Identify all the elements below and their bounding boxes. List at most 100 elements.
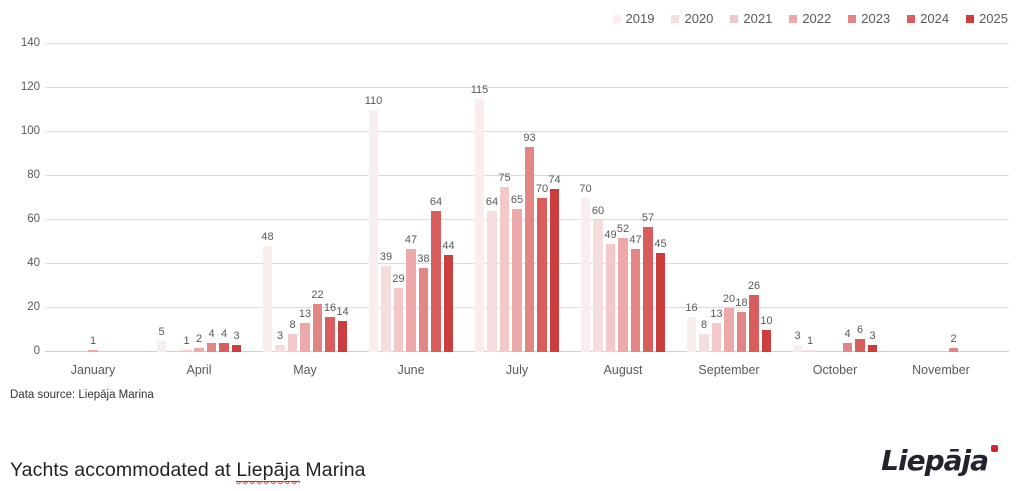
- x-axis-label-may: May: [293, 363, 317, 377]
- bar-slot-july-2024: 70: [536, 44, 548, 352]
- bar-group-august: 70 60 49 52 47 57 45: [570, 44, 676, 352]
- bar-june-2019: [368, 110, 379, 352]
- bar-slot-january-2025: [126, 44, 136, 352]
- bar-value-label: 38: [417, 253, 430, 266]
- x-axis-label-october: October: [812, 363, 858, 377]
- bar-value-label: 65: [510, 194, 524, 206]
- gridline-140: [45, 43, 1009, 44]
- bar-slot-april-2025: 3: [231, 44, 242, 352]
- chart-legend: 2019 2020 2021 2022 2023 2024 2025: [612, 11, 1008, 26]
- bar-april-2022: [194, 347, 204, 352]
- bar-slot-november-2025: [974, 44, 984, 352]
- chart-title-suffix: Marina: [299, 459, 366, 481]
- bar-value-label: 10: [760, 315, 773, 327]
- bar-value-label: 60: [591, 205, 605, 217]
- bar-june-2020: [381, 266, 391, 352]
- bar-value-label: 2: [195, 332, 203, 345]
- bar-value-label: 6: [856, 323, 864, 336]
- bar-value-label: 4: [844, 328, 851, 341]
- bar-slot-september-2019: 16: [685, 44, 698, 352]
- bar-june-2021: [393, 288, 404, 352]
- bar-slot-october-2022: [830, 44, 840, 352]
- bar-slot-january-2023: [101, 44, 111, 352]
- bar-slot-september-2025: 10: [760, 44, 773, 352]
- bar-slot-may-2023: 22: [311, 44, 324, 352]
- bar-september-2021: [711, 323, 722, 352]
- legend-item-2023: 2023: [848, 11, 890, 26]
- x-axis-label-july: July: [505, 363, 529, 377]
- legend-item-2021: 2021: [730, 11, 772, 26]
- liepaja-logo: Liepāja: [881, 444, 998, 477]
- bar-june-2025: [443, 255, 454, 352]
- y-axis-tick-0: 0: [33, 345, 40, 357]
- bar-september-2022: [724, 308, 734, 352]
- bar-slot-october-2024: 6: [855, 44, 865, 352]
- bar-slot-may-2021: 8: [287, 44, 298, 352]
- legend-label: 2024: [920, 11, 950, 26]
- chart-title: Yachts accommodated at Liepāja Marina: [10, 459, 366, 482]
- y-axis-tick-140: 140: [20, 37, 40, 49]
- x-axis-label-november: November: [912, 363, 970, 377]
- title-liepaja-link[interactable]: Liepāja: [236, 459, 300, 482]
- gridline-120: [45, 87, 1009, 88]
- bar-slot-october-2020: 1: [805, 44, 815, 352]
- bar-value-label: 3: [794, 330, 801, 343]
- bar-august-2020: [593, 220, 603, 352]
- bar-may-2021: [287, 334, 298, 352]
- bar-value-label: 49: [604, 229, 617, 242]
- bar-slot-july-2022: 65: [510, 44, 524, 352]
- bar-august-2023: [630, 248, 641, 352]
- x-axis-label-april: April: [186, 363, 212, 377]
- liepaja-logo-text: Liepāja: [881, 444, 989, 477]
- legend-swatch-icon: [730, 14, 739, 23]
- bar-group-september: 16 8 13 20 18 26 10: [676, 44, 782, 352]
- bar-value-label: 8: [289, 319, 296, 332]
- bar-value-label: 74: [548, 174, 561, 187]
- bar-value-label: 47: [404, 233, 418, 246]
- bar-value-label: 22: [311, 288, 324, 301]
- bar-april-2021: [181, 349, 192, 352]
- bar-slot-june-2023: 38: [417, 44, 430, 352]
- bar-value-label: 16: [323, 301, 337, 314]
- bar-slot-june-2021: 29: [392, 44, 405, 352]
- bar-may-2019: [262, 246, 273, 352]
- bar-slot-january-2020: [63, 44, 73, 352]
- bar-group-july: 115 64 75 65 93 70 74: [464, 44, 570, 352]
- bar-slot-july-2023: 93: [523, 44, 536, 352]
- bar-slot-november-2022: [936, 44, 946, 352]
- gridline-100: [45, 131, 1009, 132]
- bar-july-2024: [537, 198, 547, 352]
- bar-slot-august-2024: 57: [642, 44, 654, 352]
- bar-slot-august-2019: 70: [579, 44, 592, 352]
- y-axis-tick-80: 80: [27, 169, 40, 181]
- bar-slot-october-2025: 3: [867, 44, 878, 352]
- bar-slot-july-2020: 64: [486, 44, 498, 352]
- legend-item-2025: 2025: [966, 11, 1008, 26]
- bar-value-label: 14: [336, 306, 349, 319]
- bar-may-2025: [337, 321, 348, 352]
- bar-slot-june-2020: 39: [380, 44, 392, 352]
- bar-value-label: 48: [261, 231, 274, 244]
- bar-slot-january-2024: [113, 44, 123, 352]
- bar-group-november: 2: [888, 44, 994, 352]
- logo-dot-icon: [991, 445, 998, 452]
- legend-label: 2023: [861, 11, 891, 26]
- bar-slot-august-2021: 49: [604, 44, 617, 352]
- bar-value-label: 52: [616, 222, 630, 235]
- bar-slot-august-2022: 52: [616, 44, 630, 352]
- legend-label: 2025: [979, 11, 1008, 26]
- bar-july-2019: [474, 99, 485, 352]
- bar-value-label: 3: [276, 330, 284, 343]
- bar-value-label: 18: [735, 297, 748, 310]
- y-axis-tick-100: 100: [20, 125, 40, 137]
- bar-july-2021: [499, 187, 510, 352]
- y-axis-tick-20: 20: [27, 301, 40, 313]
- bar-november-2023: [948, 347, 959, 352]
- bar-value-label: 75: [498, 172, 511, 184]
- legend-label: 2022: [802, 11, 832, 26]
- bar-may-2023: [312, 303, 323, 352]
- bar-september-2020: [699, 334, 709, 352]
- legend-item-2020: 2020: [671, 11, 713, 26]
